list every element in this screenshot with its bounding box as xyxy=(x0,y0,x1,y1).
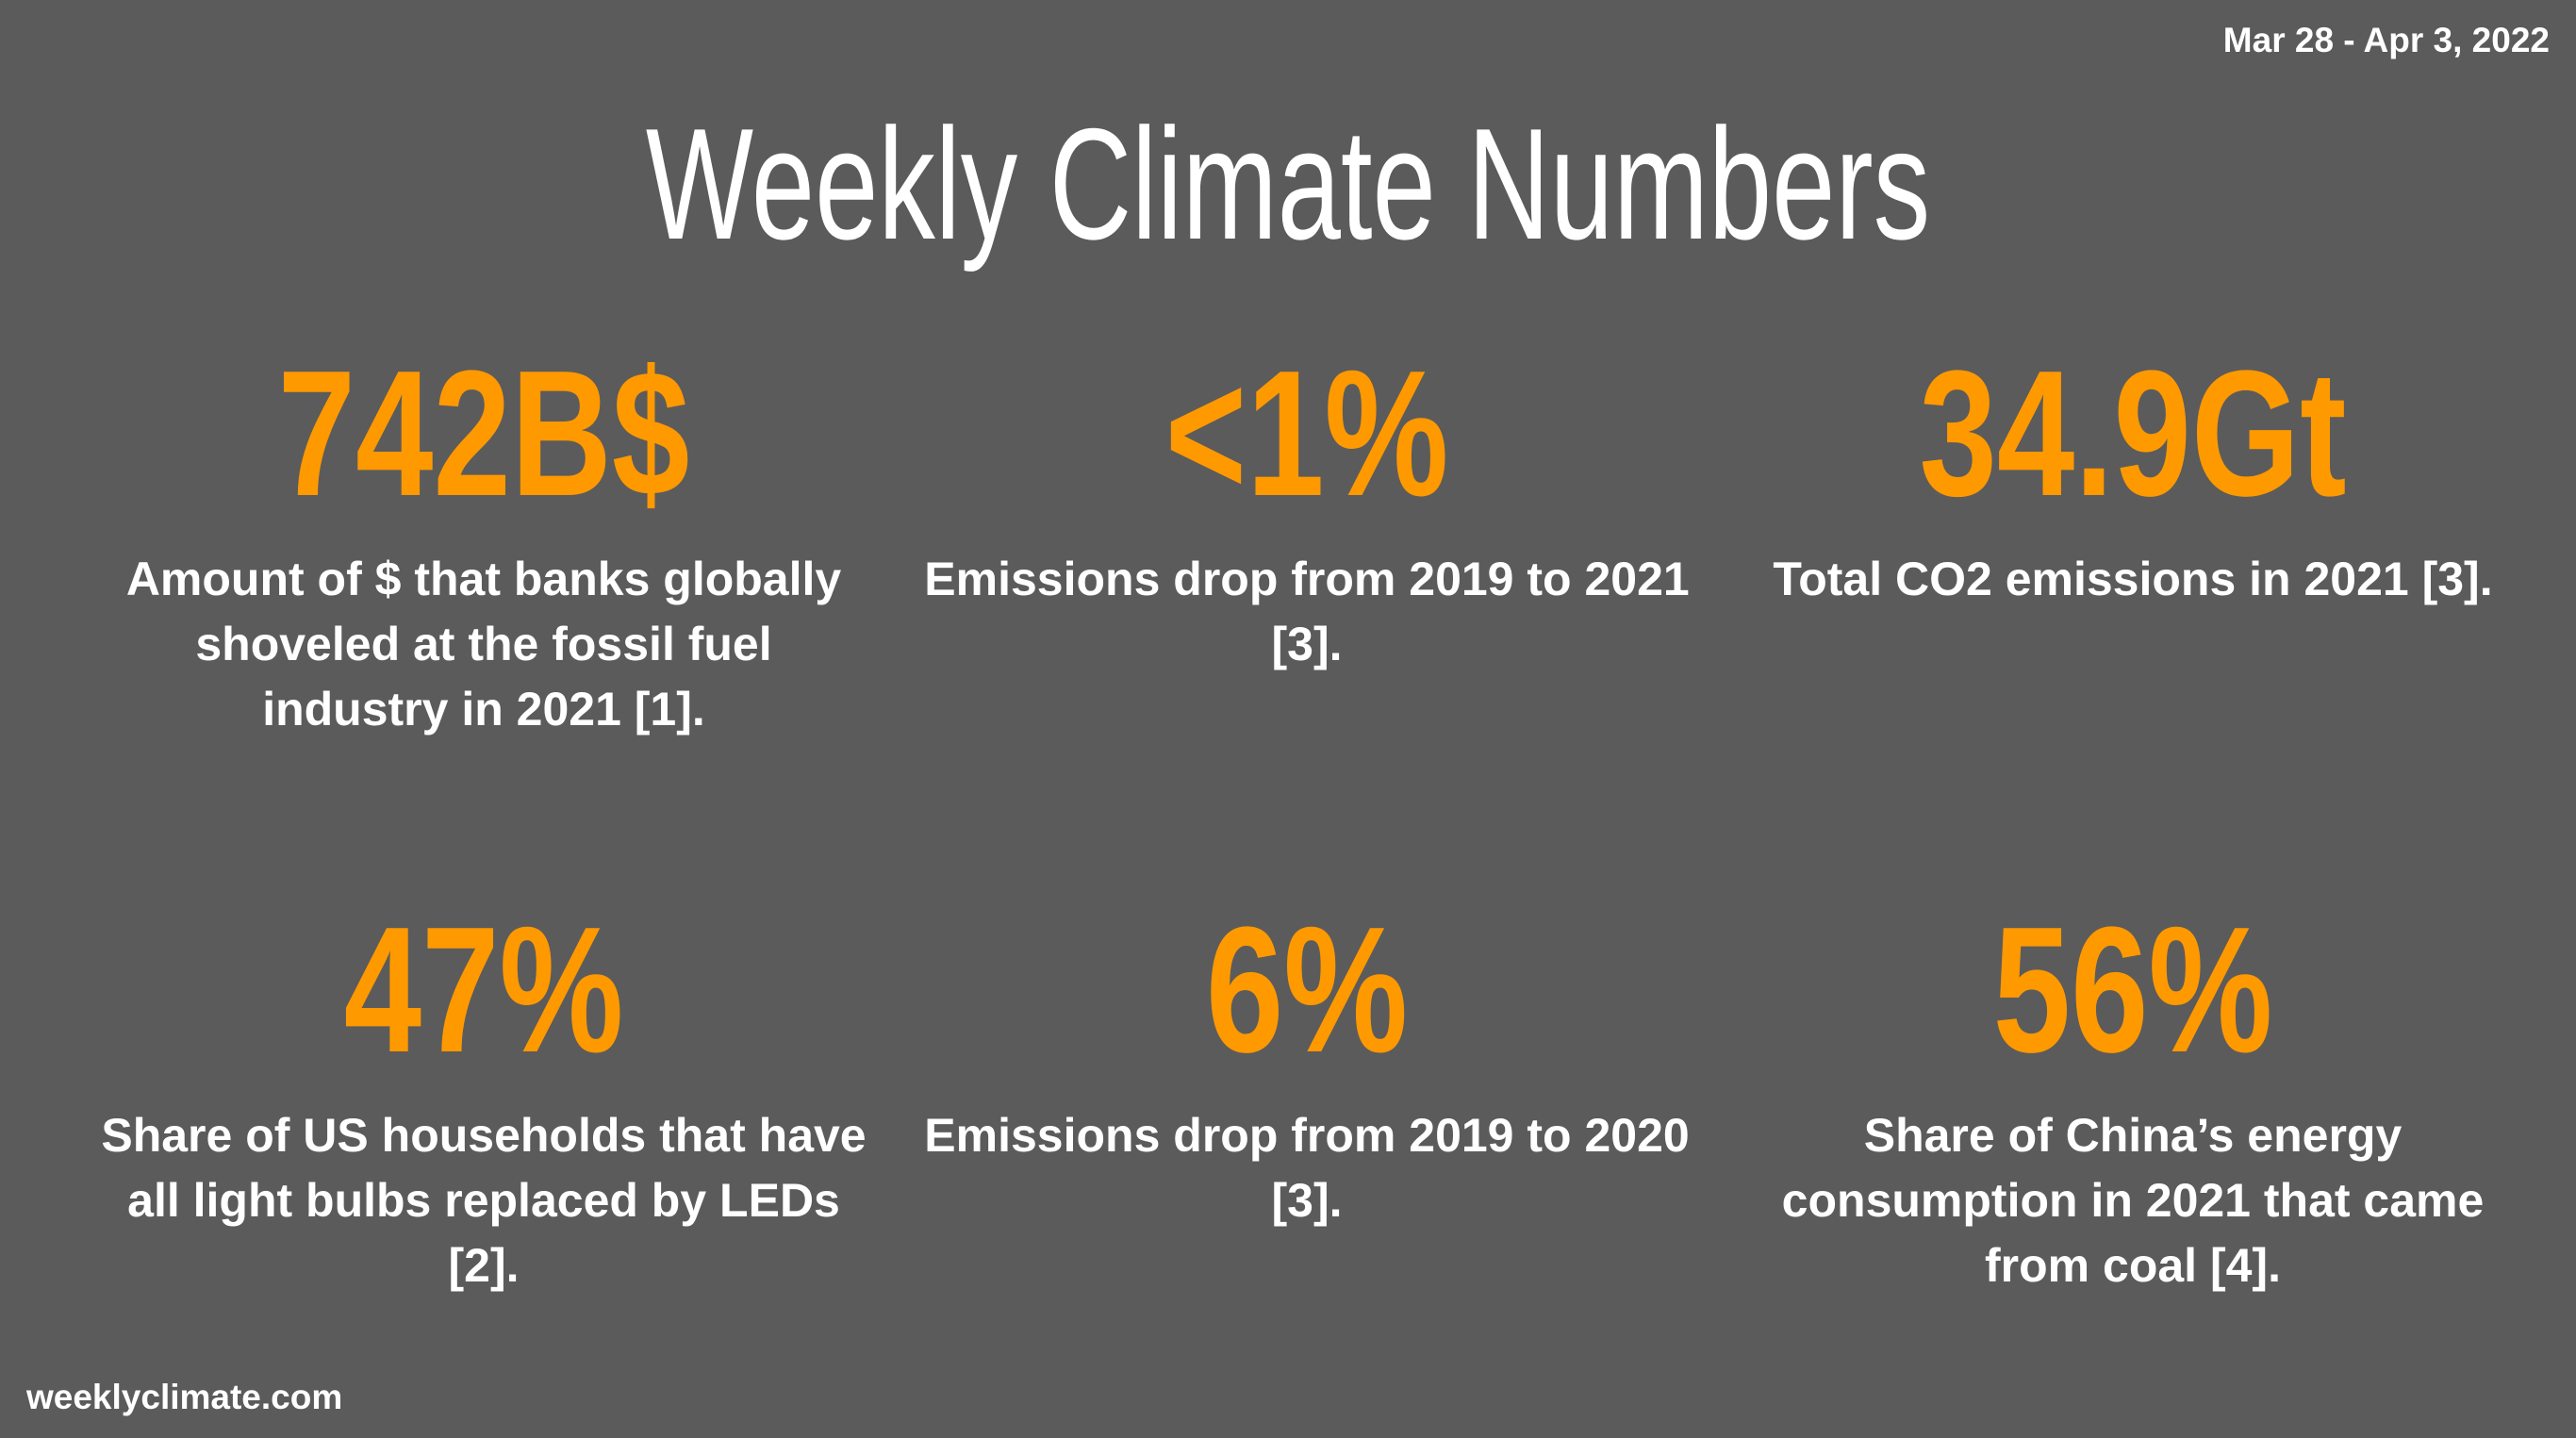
stat-card: 6% Emissions drop from 2019 to 2020 [3]. xyxy=(920,890,1693,1233)
site-url[interactable]: weeklyclimate.com xyxy=(26,1378,343,1416)
stat-description: Share of US households that have all lig… xyxy=(101,1109,867,1292)
stat-description: Emissions drop from 2019 to 2020 [3]. xyxy=(924,1109,1690,1227)
stat-card: 742B$ Amount of $ that banks globally sh… xyxy=(97,334,870,742)
stat-description: Share of China’s energy consumption in 2… xyxy=(1781,1109,2485,1292)
stat-card: 34.9Gt Total CO2 emissions in 2021 [3]. xyxy=(1746,334,2519,612)
stat-description: Total CO2 emissions in 2021 [3]. xyxy=(1773,553,2493,605)
stat-card: 47% Share of US households that have all… xyxy=(97,890,870,1298)
stat-card: 56% Share of China’s energy consumption … xyxy=(1746,890,2519,1298)
stat-card: <1% Emissions drop from 2019 to 2021 [3]… xyxy=(920,334,1693,677)
stat-description: Emissions drop from 2019 to 2021 [3]. xyxy=(924,553,1690,670)
stat-value: 742B$ xyxy=(277,334,690,534)
date-range: Mar 28 - Apr 3, 2022 xyxy=(2222,21,2550,59)
stat-description: Amount of $ that banks globally shoveled… xyxy=(125,553,842,736)
stat-value: 47% xyxy=(343,890,624,1090)
stat-value: 34.9Gt xyxy=(1919,334,2347,534)
page-title: Weekly Climate Numbers xyxy=(645,95,1931,273)
stat-value: 6% xyxy=(1205,890,1409,1090)
stat-value: 56% xyxy=(1992,890,2273,1090)
stat-value: <1% xyxy=(1164,334,1449,534)
